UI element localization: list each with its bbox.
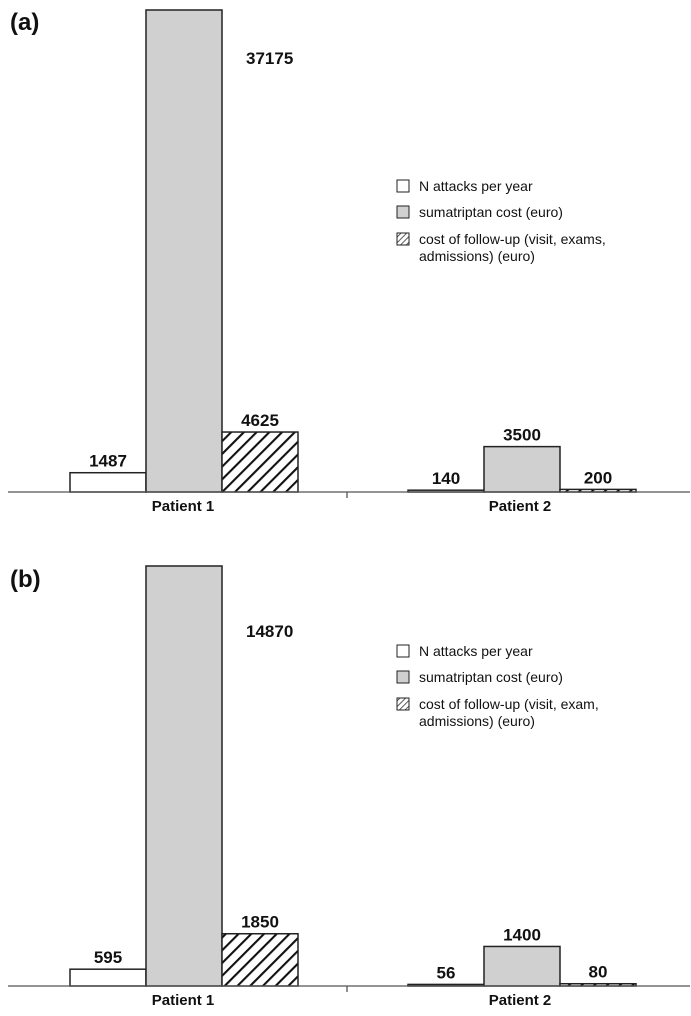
bar-sumatriptan-cost-patient-1 [145,565,223,987]
legend-label: sumatriptan cost (euro) [419,669,563,685]
legend-label: cost of follow-up (visit, exam, [419,696,599,712]
bar-attacks-patient-1 [69,471,147,493]
legend: N attacks per year sumatriptan cost (euro… [396,643,599,729]
data-label: 200 [584,468,612,487]
data-label: 595 [94,948,122,967]
bar-followup-cost-patient-1 [221,431,299,493]
data-label: 56 [437,963,456,982]
x-tick-label: Patient 1 [152,498,215,515]
x-tick-label: Patient 2 [489,992,552,1009]
chart-panel-a: (a) 1487 140 37175 3500 4625 200 Patient 1 Patie… [8,9,690,515]
legend-label: admissions) (euro) [419,248,535,264]
legend-label: sumatriptan cost (euro) [419,204,563,220]
legend-label: admissions) (euro) [419,713,535,729]
bar-sumatriptan-cost-patient-2 [483,445,561,493]
legend-swatch [396,644,410,658]
x-tick-label: Patient 2 [489,498,552,515]
panel-letter: (b) [10,566,41,593]
legend: N attacks per year sumatriptan cost (euro… [396,178,606,264]
panel-letter: (a) [10,9,39,36]
legend-label: N attacks per year [419,178,533,194]
data-label: 14870 [246,622,293,641]
bar-sumatriptan-cost-patient-1 [145,9,223,493]
data-label: 1850 [241,913,279,932]
data-label: 140 [432,469,460,488]
legend-swatch [396,697,410,711]
x-tick-label: Patient 1 [152,992,215,1009]
data-label: 4625 [241,411,279,430]
data-label: 3500 [503,426,541,445]
legend-swatch [396,179,410,193]
bar-attacks-patient-1 [69,968,147,987]
chart-panel-b: (b) 595 56 14870 1400 1850 80 Patient 1 Patient … [8,565,690,1009]
data-label: 80 [589,963,608,982]
legend-label: N attacks per year [419,643,533,659]
legend-label: cost of follow-up (visit, exams, [419,231,606,247]
legend-swatch [396,205,410,219]
legend-swatch [396,670,410,684]
bar-sumatriptan-cost-patient-2 [483,945,561,987]
data-label: 1487 [89,452,127,471]
legend-swatch [396,232,410,246]
data-label: 37175 [246,49,293,68]
bar-followup-cost-patient-1 [221,932,299,987]
data-label: 1400 [503,925,541,944]
